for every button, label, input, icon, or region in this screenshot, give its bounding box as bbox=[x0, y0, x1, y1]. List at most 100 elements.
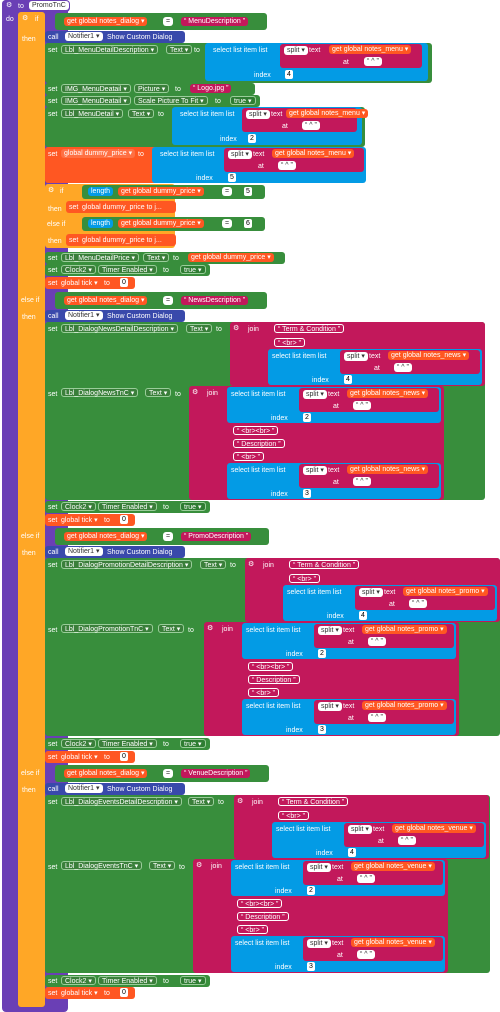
number-block[interactable]: 0 bbox=[120, 278, 128, 287]
text-block[interactable]: “ PromoDescription ” bbox=[181, 532, 252, 541]
get-block[interactable]: get global dummy_price bbox=[118, 187, 204, 196]
join-block[interactable]: ⚙ join select list item list split text … bbox=[204, 622, 459, 736]
split-block[interactable]: split text get global notes_venue at “ ^… bbox=[303, 937, 443, 961]
select-list-item-block[interactable]: select list item list split text get glo… bbox=[231, 936, 445, 972]
select-list-item-block[interactable]: select list item list split text get glo… bbox=[205, 43, 428, 81]
split-block[interactable]: split text get global notes_promo at “ ^… bbox=[355, 586, 495, 610]
split-block[interactable]: split text get global notes_news at “ ^ … bbox=[299, 464, 439, 488]
split-block[interactable]: split text get global notes_news at “ ^ … bbox=[340, 350, 480, 374]
text-block[interactable]: “ ^ ” bbox=[278, 161, 296, 170]
number-block[interactable]: 5 bbox=[244, 187, 252, 196]
split-block[interactable]: split text get global notes_venue at “ ^… bbox=[303, 861, 443, 885]
compare-block[interactable]: get global notes_dialog = “ PromoDescrip… bbox=[55, 528, 269, 545]
get-block[interactable]: get global notes_venue bbox=[351, 938, 435, 947]
gear-icon[interactable]: ⚙ bbox=[22, 15, 29, 22]
get-block[interactable]: get global notes_dialog bbox=[64, 769, 148, 778]
gear-icon[interactable]: ⚙ bbox=[196, 862, 203, 869]
select-list-item-block[interactable]: select list item list split text get glo… bbox=[272, 822, 486, 858]
compare-block[interactable]: get global notes_dialog = “ MenuDescript… bbox=[55, 13, 267, 30]
select-list-item-block[interactable]: select list item list split text get glo… bbox=[227, 463, 441, 499]
property-dropdown[interactable]: Text bbox=[166, 45, 193, 54]
select-list-item-block[interactable]: select list item list split text get glo… bbox=[231, 860, 445, 896]
split-block[interactable]: split text get global notes_news at “ ^ … bbox=[299, 388, 439, 412]
get-block[interactable]: get global dummy_price bbox=[118, 219, 204, 228]
set-tick-block[interactable]: set global tick to 0 bbox=[45, 277, 135, 289]
notifier-dropdown[interactable]: Notifier1 bbox=[65, 32, 103, 41]
equals-operator[interactable]: = bbox=[163, 17, 174, 26]
join-block[interactable]: ⚙ join select list item list split text … bbox=[193, 859, 448, 973]
compare-block[interactable]: length get global dummy_price = 6 bbox=[82, 217, 265, 231]
call-notifier-block[interactable]: call Notifier1 Show Custom Dialog bbox=[45, 783, 185, 795]
set-property-block[interactable]: set IMG_MenuDeatail Scale Picture To Fit… bbox=[45, 95, 260, 107]
join-block[interactable]: ⚙ join “ Term & Condition ” “ <br> ” sel… bbox=[230, 322, 485, 386]
procedure-header[interactable]: ⚙ to PromoTnC bbox=[2, 0, 70, 12]
split-block[interactable]: split text get global notes_menu at “ ^ … bbox=[280, 44, 422, 68]
procedure-name-field[interactable]: PromoTnC bbox=[29, 1, 69, 10]
get-block[interactable]: get global notes_menu bbox=[329, 45, 412, 54]
join-block[interactable]: ⚙ join select list item list split text … bbox=[189, 386, 444, 500]
text-block[interactable]: “ VenueDescription ” bbox=[181, 769, 251, 778]
compare-block[interactable]: get global notes_dialog = “ NewsDescript… bbox=[55, 292, 267, 309]
equals-operator[interactable]: = bbox=[222, 187, 233, 196]
number-block[interactable]: 5 bbox=[228, 173, 236, 182]
gear-icon[interactable]: ⚙ bbox=[248, 561, 255, 568]
split-block[interactable]: split text get global notes_promo at “ ^… bbox=[314, 624, 454, 648]
get-block[interactable]: get global notes_news bbox=[388, 351, 470, 360]
get-block[interactable]: get global notes_promo bbox=[403, 587, 488, 596]
set-timer-block[interactable]: set Clock2 Timer Enabled to true bbox=[45, 264, 210, 276]
equals-operator[interactable]: = bbox=[222, 219, 233, 228]
split-block[interactable]: split text get global notes_venue at “ ^… bbox=[344, 823, 484, 847]
set-tick-block[interactable]: set global tick to 0 bbox=[45, 751, 135, 763]
call-notifier-block[interactable]: call Notifier1 Show Custom Dialog bbox=[45, 31, 185, 43]
set-timer-block[interactable]: set Clock2 Timer Enabled to true bbox=[45, 738, 210, 750]
select-list-item-block[interactable]: select list item list split text get glo… bbox=[242, 623, 456, 659]
compare-block[interactable]: length get global dummy_price = 5 bbox=[82, 185, 265, 199]
gear-icon[interactable]: ⚙ bbox=[233, 325, 240, 332]
set-tick-block[interactable]: set global tick to 0 bbox=[45, 514, 135, 526]
set-timer-block[interactable]: set Clock2 Timer Enabled to true bbox=[45, 975, 210, 987]
number-block[interactable]: 2 bbox=[248, 134, 256, 143]
set-tick-block[interactable]: set global tick to 0 bbox=[45, 987, 135, 999]
gear-icon[interactable]: ⚙ bbox=[192, 389, 199, 396]
select-list-item-block[interactable]: select list item list split text get glo… bbox=[172, 107, 369, 145]
get-block[interactable]: get global dummy_price bbox=[188, 253, 274, 262]
get-block[interactable]: get global notes_promo bbox=[362, 701, 447, 710]
get-block[interactable]: get global notes_news bbox=[347, 465, 429, 474]
gear-icon[interactable]: ⚙ bbox=[6, 2, 13, 9]
set-variable-block[interactable]: set global dummy_price to j... bbox=[66, 201, 176, 213]
get-block[interactable]: get global notes_venue bbox=[351, 862, 435, 871]
get-block[interactable]: get global notes_news bbox=[347, 389, 429, 398]
get-block[interactable]: get global notes_menu bbox=[286, 109, 369, 118]
split-block[interactable]: split text get global notes_menu at “ ^ … bbox=[242, 108, 369, 132]
set-property-block[interactable]: set IMG_MenuDeatail Picture to “ Logo.jp… bbox=[45, 83, 255, 95]
number-block[interactable]: 6 bbox=[244, 219, 252, 228]
join-block[interactable]: ⚙ join “ Term & Condition ” “ <br> ” sel… bbox=[245, 558, 500, 622]
select-list-item-block[interactable]: select list item list split text get glo… bbox=[283, 585, 497, 621]
split-block[interactable]: split text get global notes_menu at “ ^ … bbox=[224, 148, 364, 172]
set-property-block[interactable]: set Lbl_MenuDetailPrice Text to get glob… bbox=[45, 252, 285, 264]
component-dropdown[interactable]: Lbl_MenuDetailDescription bbox=[61, 45, 159, 54]
select-list-item-block[interactable]: select list item list split text get glo… bbox=[152, 147, 366, 183]
get-block[interactable]: get global notes_dialog bbox=[64, 532, 148, 541]
text-block[interactable]: “ ^ ” bbox=[302, 121, 320, 130]
gear-icon[interactable]: ⚙ bbox=[48, 187, 55, 194]
set-variable-block[interactable]: set global dummy_price to j... bbox=[66, 234, 176, 246]
select-list-item-block[interactable]: select list item list split text get glo… bbox=[227, 387, 441, 423]
get-block[interactable]: get global notes_dialog bbox=[64, 17, 148, 26]
gear-icon[interactable]: ⚙ bbox=[207, 625, 214, 632]
get-block[interactable]: get global notes_menu bbox=[272, 149, 355, 158]
get-block[interactable]: get global notes_dialog bbox=[64, 296, 148, 305]
if-control-block[interactable] bbox=[18, 12, 45, 1007]
set-timer-block[interactable]: set Clock2 Timer Enabled to true bbox=[45, 501, 210, 513]
get-block[interactable]: get global notes_venue bbox=[392, 824, 476, 833]
text-block[interactable]: “ ^ ” bbox=[364, 57, 382, 66]
text-block[interactable]: “ MenuDescription ” bbox=[181, 17, 249, 26]
gear-icon[interactable]: ⚙ bbox=[237, 798, 244, 805]
text-block[interactable]: “ NewsDescription ” bbox=[181, 296, 249, 305]
get-block[interactable]: get global notes_promo bbox=[362, 625, 447, 634]
text-block[interactable]: “ Logo.jpg ” bbox=[190, 84, 232, 93]
select-list-item-block[interactable]: select list item list split text get glo… bbox=[268, 349, 482, 385]
select-list-item-block[interactable]: select list item list split text get glo… bbox=[242, 699, 456, 735]
true-block[interactable]: true bbox=[230, 96, 256, 105]
split-block[interactable]: split text get global notes_promo at “ ^… bbox=[314, 700, 454, 724]
